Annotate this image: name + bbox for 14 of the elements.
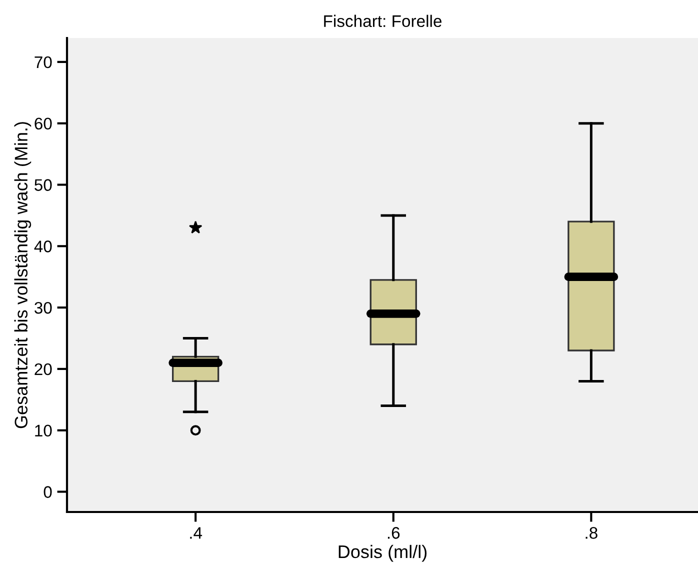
chart-title: Fischart: Forelle (324, 14, 442, 28)
x-tick-label: .4 (190, 527, 202, 539)
x-tick-label: .8 (586, 527, 598, 539)
y-tick-label: 60 (34, 118, 52, 130)
y-tick-label: 50 (34, 179, 52, 191)
y-tick-label: 70 (34, 56, 52, 68)
x-axis-title: Dosis (ml/l) (338, 544, 427, 562)
y-tick-label: 30 (34, 302, 52, 314)
x-tick-label: .6 (388, 527, 400, 539)
y-tick-label: 20 (34, 363, 52, 376)
y-tick-label: 10 (35, 424, 52, 437)
y-tick-label: 0 (44, 486, 52, 498)
y-axis-title: Gesamtzeit bis vollständig wach (Min.) (14, 122, 32, 428)
y-tick-label: 40 (34, 240, 52, 252)
